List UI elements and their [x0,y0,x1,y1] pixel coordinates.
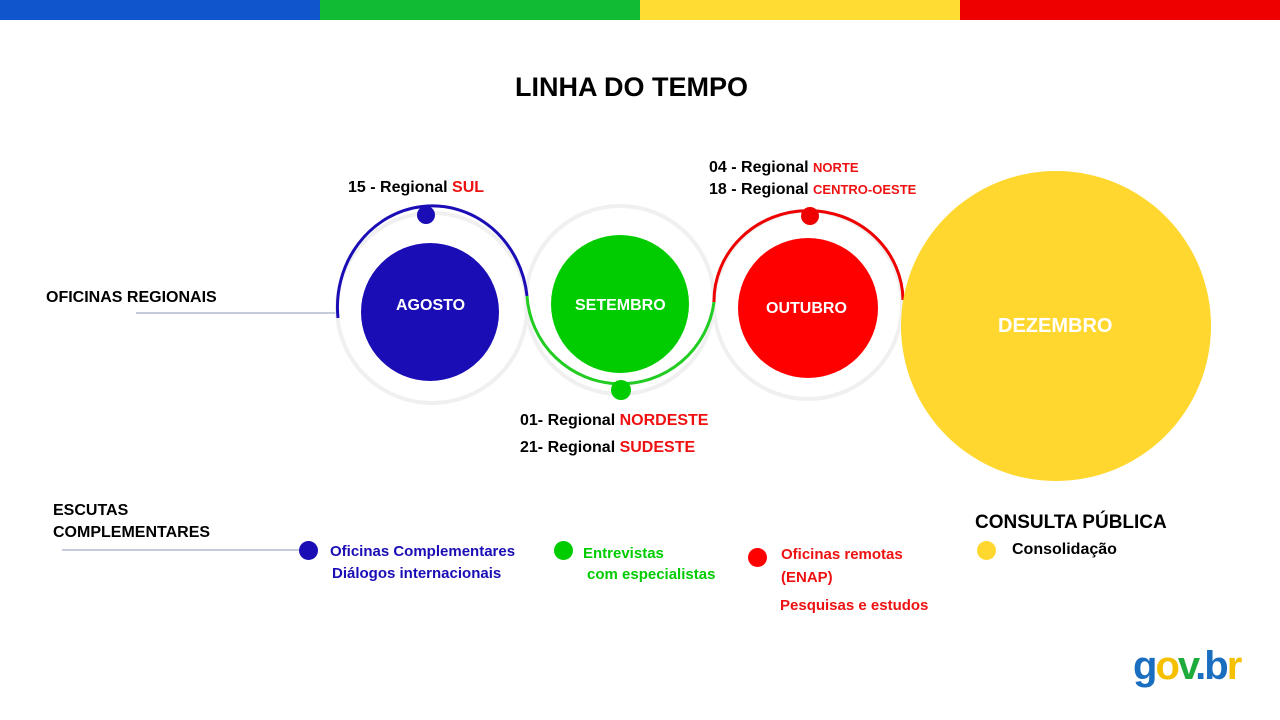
section-oficinas-regionais: OFICINAS REGIONAIS [46,289,217,306]
agosto-arc [335,204,529,319]
section-escutas-1: ESCUTAS [53,502,129,519]
legend-red-2: (ENAP) [781,569,833,586]
section-escutas-2: COMPLEMENTARES [53,524,211,541]
event-setembro-1: 01- Regional NORDESTE [520,412,709,429]
gov-br-logo: gov.br [1133,644,1242,688]
legend-yellow-dot [977,541,996,560]
agosto-marker [417,206,435,224]
month-dezembro: DEZEMBRO [998,315,1113,337]
event-setembro-2: 21- Regional SUDESTE [520,439,696,456]
event-agosto: 15 - Regional SUL [348,179,485,196]
legend-red-dot [748,548,767,567]
month-outubro: OUTUBRO [766,300,847,317]
legend-green-dot [554,541,573,560]
legend-green-1: Entrevistas [583,545,664,562]
page-title: LINHA DO TEMPO [515,72,748,102]
event-outubro-2: 18 - Regional CENTRO-OESTE [709,181,917,198]
setembro-marker [611,380,631,400]
dezembro-circle [901,171,1211,481]
section-consulta-publica: CONSULTA PÚBLICA [975,512,1167,533]
outubro-marker [801,207,819,225]
legend-blue-2: Diálogos internacionais [332,565,502,582]
agosto-circle [361,243,499,381]
stripe-yellow [640,0,960,20]
event-outubro-1: 04 - Regional NORTE [709,159,859,176]
outubro-circle [738,238,878,378]
legend-blue-dot [299,541,318,560]
stripe-red [960,0,1280,20]
legend-blue-1: Oficinas Complementares [330,543,516,560]
stripe-green [320,0,640,20]
legend-red-1: Oficinas remotas [781,546,903,563]
month-agosto: AGOSTO [396,297,466,314]
legend-green-2: com especialistas [587,566,716,583]
legend-yellow: Consolidação [1012,541,1117,558]
setembro-circle [551,235,689,373]
stripe-blue [0,0,320,20]
month-setembro: SETEMBRO [575,297,666,314]
legend-red-3: Pesquisas e estudos [780,597,929,614]
